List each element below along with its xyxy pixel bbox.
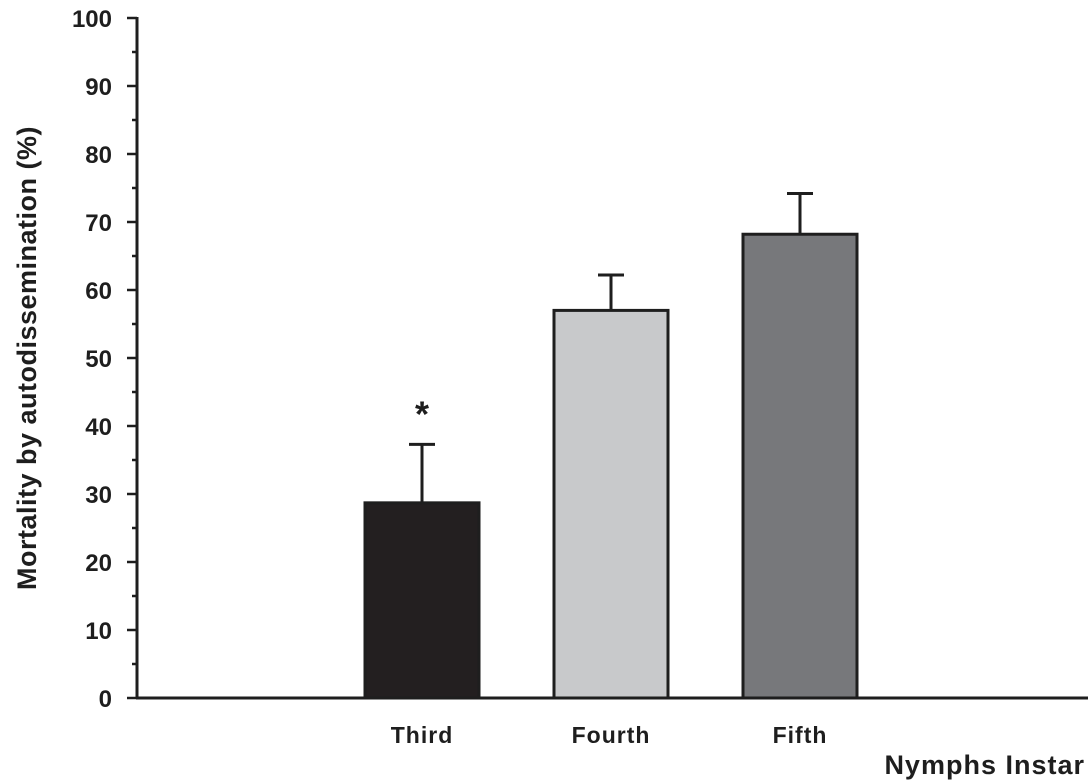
bar-third <box>363 501 481 700</box>
y-tick-label: 90 <box>85 74 112 101</box>
y-axis-tick-labels: 0 10 20 30 40 50 60 70 80 90 100 <box>72 6 112 713</box>
y-tick-label: 20 <box>85 550 112 577</box>
bar-fourth <box>552 308 670 700</box>
y-axis-title: Mortality by autodissemination (%) <box>12 126 42 590</box>
x-tick-label: Fourth <box>572 722 651 748</box>
x-tick-label: Third <box>391 722 454 748</box>
bar-fifth <box>741 232 859 700</box>
y-tick-label: 30 <box>85 482 112 509</box>
significance-asterisk: * <box>415 393 429 434</box>
x-axis-title: Nymphs Instar <box>884 750 1085 780</box>
x-tick-label: Fifth <box>773 722 828 748</box>
y-tick-label: 80 <box>85 142 112 169</box>
y-tick-label: 10 <box>85 618 112 645</box>
bars <box>363 232 859 700</box>
y-tick-label: 40 <box>85 414 112 441</box>
error-bars <box>409 191 813 503</box>
x-axis-tick-labels: Third Fourth Fifth <box>391 722 828 748</box>
annotations: * <box>415 393 429 434</box>
y-tick-label: 100 <box>72 6 112 33</box>
y-tick-label: 60 <box>85 278 112 305</box>
y-tick-label: 70 <box>85 210 112 237</box>
y-tick-label: 50 <box>85 346 112 373</box>
y-tick-label: 0 <box>99 686 112 713</box>
